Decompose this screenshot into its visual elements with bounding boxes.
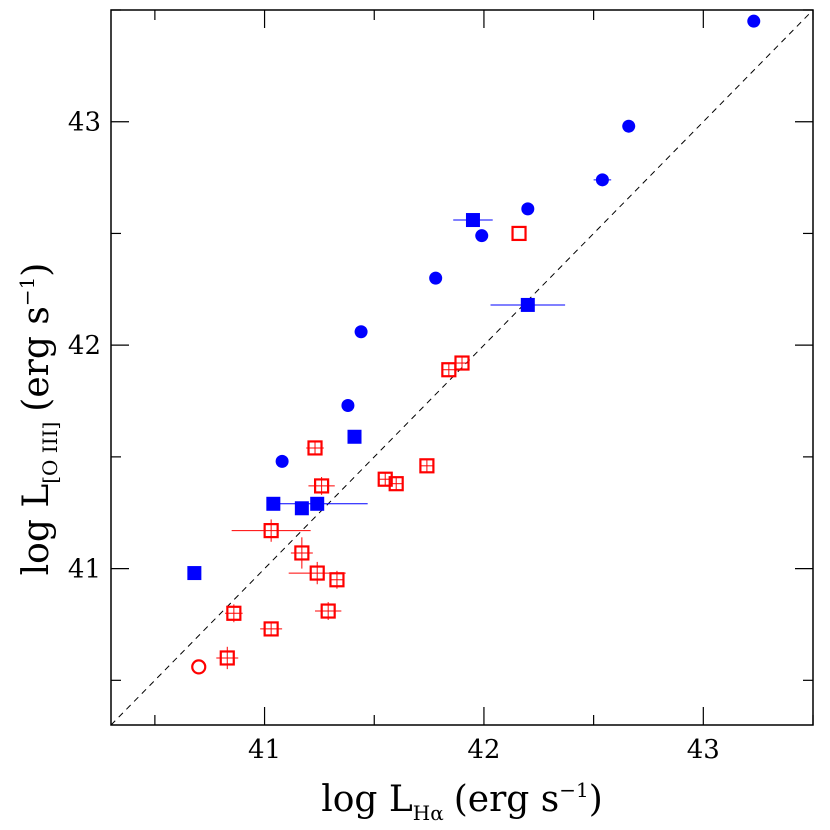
data-point-open-square	[309, 565, 325, 581]
data-point-open-square	[263, 523, 279, 539]
data-point-open-square	[226, 605, 242, 621]
data-point-filled-square	[465, 213, 480, 228]
data-point-filled-circle	[429, 271, 443, 285]
x-tick-label: 41	[248, 735, 281, 765]
data-point-open-square	[219, 650, 235, 666]
data-point-open-square	[419, 458, 435, 474]
x-tick-label: 43	[687, 735, 720, 765]
data-point-open-square	[314, 478, 330, 494]
y-tick-label: 41	[68, 555, 101, 585]
data-point-filled-circle	[595, 173, 609, 187]
data-point-open-circle	[191, 659, 207, 675]
data-point-filled-circle	[341, 398, 355, 412]
data-point-filled-square	[347, 429, 362, 444]
axes-frame-layer	[110, 9, 814, 726]
data-point-filled-circle	[521, 202, 535, 216]
data-point-filled-square	[187, 566, 202, 581]
data-point-open-square	[329, 572, 345, 588]
y-axis-title: log L[O III](erg s−1)	[15, 263, 62, 576]
data-point-open-square	[511, 225, 527, 242]
data-point-open-square	[307, 440, 323, 456]
data-point-open-square	[377, 471, 393, 487]
data-point-layer	[187, 14, 761, 675]
data-point-filled-square	[294, 501, 309, 516]
y-tick-label: 42	[68, 331, 101, 361]
data-point-filled-circle	[747, 14, 761, 28]
data-point-filled-circle	[275, 454, 289, 468]
data-point-filled-square	[266, 496, 281, 511]
data-point-filled-square	[520, 297, 535, 312]
data-point-open-square	[294, 545, 310, 561]
tick-label-layer: 41 42 43 41 42 43	[68, 108, 720, 765]
data-point-filled-square	[310, 496, 325, 511]
data-point-filled-circle	[622, 119, 636, 133]
data-point-filled-circle	[354, 325, 368, 339]
error-bar-layer	[216, 179, 612, 670]
data-point-filled-circle	[475, 229, 489, 243]
x-tick-label: 42	[467, 735, 500, 765]
plot-frame	[110, 9, 814, 726]
x-axis-title: log LHα (erg s−1)	[321, 778, 603, 825]
data-point-open-square	[320, 603, 336, 619]
data-point-open-square	[388, 476, 404, 492]
y-tick-label: 43	[68, 108, 101, 138]
data-point-open-square	[441, 362, 457, 378]
data-point-open-square	[263, 621, 279, 637]
